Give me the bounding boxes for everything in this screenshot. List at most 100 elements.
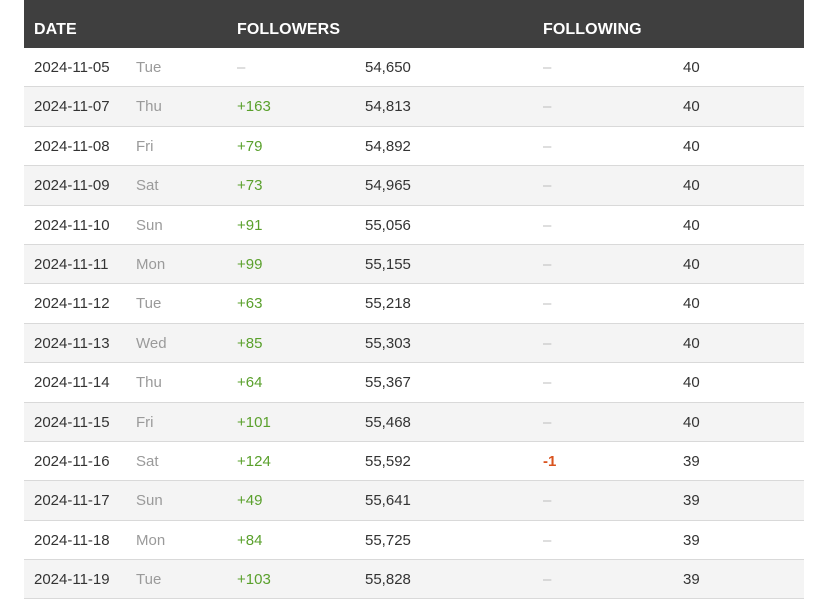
row-following-total: 40: [683, 177, 700, 195]
row-weekday: Sat: [136, 177, 159, 195]
row-weekday: Fri: [136, 137, 154, 155]
row-date: 2024-11-05: [34, 59, 110, 76]
row-followers-total: 54,650: [365, 59, 411, 76]
row-followers-change: +101: [237, 413, 271, 431]
row-following-total: 39: [683, 531, 700, 549]
row-followers-change: –: [237, 59, 246, 76]
row-following-total: 40: [683, 216, 700, 234]
row-weekday: Sun: [136, 492, 163, 510]
row-followers-total: 55,641: [365, 492, 411, 510]
row-following-change: –: [543, 98, 552, 116]
row-date: 2024-11-07: [34, 98, 110, 116]
row-date: 2024-11-10: [34, 216, 110, 234]
table-header: DATE FOLLOWERS FOLLOWING: [24, 8, 804, 48]
row-weekday: Tue: [136, 571, 162, 589]
row-date: 2024-11-12: [34, 295, 110, 313]
row-following-total: 39: [683, 492, 700, 510]
row-following-change: –: [543, 334, 552, 352]
row-weekday: Fri: [136, 413, 154, 431]
row-following-total: 40: [683, 334, 700, 352]
row-followers-total: 54,892: [365, 137, 411, 155]
row-followers-change: +163: [237, 98, 271, 116]
row-following-change: –: [543, 413, 552, 431]
row-followers-total: 55,155: [365, 255, 411, 273]
row-following-change: –: [543, 531, 552, 549]
row-followers-change: +124: [237, 452, 271, 470]
row-following-total: 40: [683, 374, 700, 392]
table-row: 2024-11-08 Fri +79 54,892 – 40: [24, 126, 804, 167]
row-followers-total: 54,813: [365, 98, 411, 116]
table-row: 2024-11-10 Sun +91 55,056 – 40: [24, 205, 804, 245]
row-weekday: Tue: [136, 59, 162, 76]
row-followers-total: 55,828: [365, 571, 411, 589]
table-top-strip: [24, 0, 804, 8]
row-following-change: –: [543, 137, 552, 155]
row-date: 2024-11-16: [34, 452, 110, 470]
row-followers-change: +84: [237, 531, 263, 549]
row-following-change: –: [543, 492, 552, 510]
table-row: 2024-11-16 Sat +124 55,592 -1 39: [24, 441, 804, 482]
table-row: 2024-11-15 Fri +101 55,468 – 40: [24, 402, 804, 442]
row-date: 2024-11-15: [34, 413, 110, 431]
row-following-total: 40: [683, 295, 700, 313]
table-row: 2024-11-19 Tue +103 55,828 – 39: [24, 560, 804, 600]
row-weekday: Mon: [136, 255, 166, 273]
table-row: 2024-11-11 Mon +99 55,155 – 40: [24, 244, 804, 285]
row-following-change: –: [543, 571, 552, 589]
row-following-total: 40: [683, 59, 700, 76]
row-date: 2024-11-09: [34, 177, 110, 195]
row-followers-total: 55,468: [365, 413, 411, 431]
table-row: 2024-11-07 Thu +163 54,813 – 40: [24, 87, 804, 127]
row-followers-total: 55,056: [365, 216, 411, 234]
row-weekday: Mon: [136, 531, 166, 549]
row-following-total: 40: [683, 255, 700, 273]
row-followers-change: +99: [237, 255, 263, 273]
row-date: 2024-11-19: [34, 571, 110, 589]
row-following-change: –: [543, 216, 552, 234]
row-followers-total: 55,367: [365, 374, 411, 392]
table-row: 2024-11-09 Sat +73 54,965 – 40: [24, 166, 804, 206]
table-row: 2024-11-17 Sun +49 55,641 – 39: [24, 481, 804, 521]
row-weekday: Tue: [136, 295, 162, 313]
row-weekday: Thu: [136, 374, 162, 392]
table-body: 2024-11-05 Tue – 54,650 – 40 2024-11-07 …: [24, 48, 804, 600]
table-row: 2024-11-12 Tue +63 55,218 – 40: [24, 284, 804, 324]
row-weekday: Sun: [136, 216, 163, 234]
row-date: 2024-11-14: [34, 374, 110, 392]
row-followers-total: 55,725: [365, 531, 411, 549]
row-following-total: 40: [683, 413, 700, 431]
row-weekday: Thu: [136, 98, 162, 116]
row-weekday: Sat: [136, 452, 159, 470]
row-date: 2024-11-08: [34, 137, 110, 155]
row-following-total: 40: [683, 98, 700, 116]
header-followers: FOLLOWERS: [237, 21, 341, 38]
row-date: 2024-11-18: [34, 531, 110, 549]
row-followers-total: 55,303: [365, 334, 411, 352]
row-following-change: –: [543, 374, 552, 392]
row-followers-change: +73: [237, 177, 263, 195]
row-followers-change: +64: [237, 374, 263, 392]
stats-table: DATE FOLLOWERS FOLLOWING 2024-11-05 Tue …: [24, 0, 804, 604]
row-followers-change: +91: [237, 216, 263, 234]
header-date: DATE: [34, 21, 77, 38]
row-followers-change: +49: [237, 492, 263, 510]
row-following-total: 40: [683, 137, 700, 155]
table-row: 2024-11-05 Tue – 54,650 – 40: [24, 48, 804, 88]
row-date: 2024-11-17: [34, 492, 110, 510]
row-weekday: Wed: [136, 334, 167, 352]
table-row: 2024-11-18 Mon +84 55,725 – 39: [24, 520, 804, 561]
row-followers-change: +85: [237, 334, 263, 352]
row-followers-change: +103: [237, 571, 271, 589]
row-followers-change: +63: [237, 295, 263, 313]
row-following-change: –: [543, 177, 552, 195]
row-followers-change: +79: [237, 137, 263, 155]
table-row: 2024-11-13 Wed +85 55,303 – 40: [24, 323, 804, 364]
row-following-change: -1: [543, 452, 557, 470]
row-followers-total: 55,592: [365, 452, 411, 470]
row-date: 2024-11-11: [34, 255, 109, 273]
row-date: 2024-11-13: [34, 334, 110, 352]
row-following-change: –: [543, 255, 552, 273]
table-row: 2024-11-14 Thu +64 55,367 – 40: [24, 363, 804, 403]
row-following-total: 39: [683, 452, 700, 470]
row-following-total: 39: [683, 571, 700, 589]
